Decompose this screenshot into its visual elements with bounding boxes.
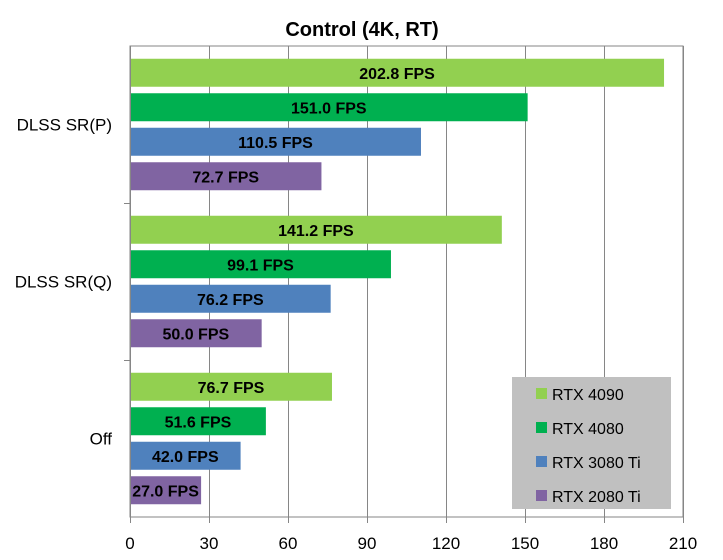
legend: RTX 4090 RTX 4080 RTX 3080 Ti RTX 2080 Ti xyxy=(512,377,671,509)
x-tick-label: 210 xyxy=(669,534,697,553)
category-label: DLSS SR(Q) xyxy=(15,273,112,292)
chart-title: Control (4K, RT) xyxy=(285,19,438,41)
bar xyxy=(131,441,241,470)
data-label: 151.0 FPS xyxy=(291,100,367,117)
data-label: 141.2 FPS xyxy=(278,223,354,240)
data-label: 110.5 FPS xyxy=(238,135,313,152)
x-tick-label: 180 xyxy=(590,534,618,553)
data-label: 76.7 FPS xyxy=(198,380,265,397)
x-tick-label: 90 xyxy=(358,534,377,553)
legend-entry: RTX 4080 xyxy=(552,421,624,438)
x-tick-label: 0 xyxy=(125,534,134,553)
legend-entry: RTX 3080 Ti xyxy=(552,455,641,472)
bar xyxy=(131,250,391,279)
data-label: 76.2 FPS xyxy=(197,292,264,309)
bar xyxy=(131,284,331,313)
legend-entry: RTX 2080 Ti xyxy=(552,489,641,506)
bar xyxy=(131,372,332,401)
legend-swatch xyxy=(536,456,547,467)
axes: 0 30 60 90 120 150 180 210 DLSS SR(P) DLSS SR(Q) O… xyxy=(15,46,697,553)
bar xyxy=(131,319,262,348)
x-tick-label: 120 xyxy=(432,534,460,553)
x-tick-label: 150 xyxy=(511,534,539,553)
bar xyxy=(131,93,528,122)
data-label: 27.0 FPS xyxy=(132,483,199,500)
bars: 202.8 FPS 151.0 FPS 110.5 FPS 72.7 FPS 141.2… xyxy=(131,58,665,505)
legend-entry: RTX 4090 xyxy=(552,387,624,404)
bar xyxy=(131,127,421,156)
data-label: 72.7 FPS xyxy=(192,169,259,186)
x-tick-label: 30 xyxy=(200,534,219,553)
category-label: Off xyxy=(90,430,113,449)
data-label: 51.6 FPS xyxy=(165,414,232,431)
data-label: 50.0 FPS xyxy=(162,326,229,343)
legend-swatch xyxy=(536,422,547,433)
data-label: 99.1 FPS xyxy=(227,257,294,274)
bar xyxy=(131,58,665,87)
data-label: 42.0 FPS xyxy=(152,449,219,466)
x-tick-label: 60 xyxy=(279,534,298,553)
bar xyxy=(131,162,322,191)
data-label: 202.8 FPS xyxy=(359,66,435,83)
bar xyxy=(131,407,266,436)
category-label: DLSS SR(P) xyxy=(17,116,112,135)
legend-swatch xyxy=(536,490,547,501)
bar xyxy=(131,476,202,505)
legend-swatch xyxy=(536,388,547,399)
bar xyxy=(131,215,502,244)
